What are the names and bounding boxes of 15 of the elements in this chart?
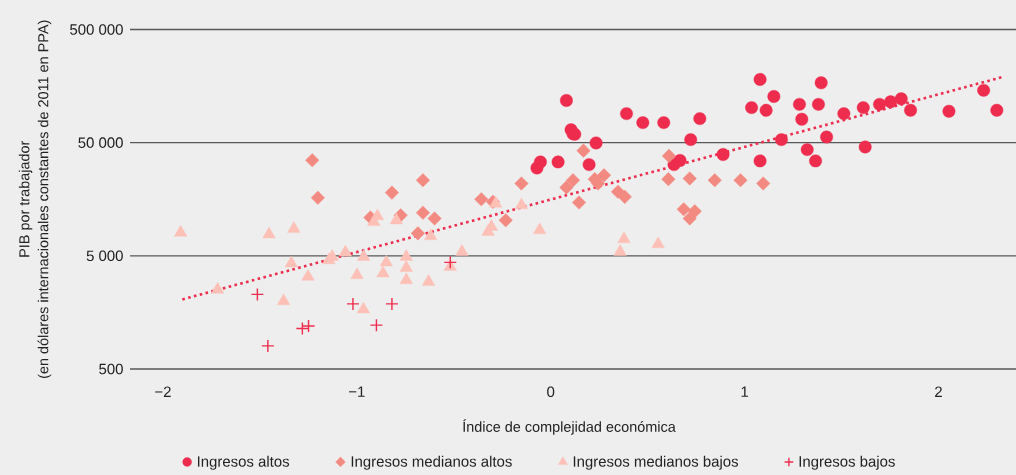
legend-label: Ingresos medianos bajos: [573, 455, 739, 470]
x-tick-label: 1: [741, 386, 749, 397]
y-axis-title: PIB por trabajador (en dólares internacionales constantes de 2011 en PPA): [18, 20, 52, 378]
x-tick-label: −2: [155, 386, 171, 397]
x-tick-label: 2: [935, 386, 942, 397]
y-tick-label: 500: [99, 363, 123, 375]
x-axis-title: Índice de complejidad económica: [463, 419, 676, 435]
x-tick-label: −1: [349, 386, 365, 397]
legend-label: Ingresos altos: [197, 455, 290, 470]
y-tick-label: 500 000: [70, 24, 123, 35]
y-tick-label: 5 000: [86, 250, 123, 262]
legend-label: Ingresos medianos altos: [351, 455, 512, 470]
legend-label: Ingresos bajos: [799, 455, 895, 470]
y-tick-label: 50 000: [78, 137, 123, 148]
x-tick-label: 0: [547, 386, 555, 398]
